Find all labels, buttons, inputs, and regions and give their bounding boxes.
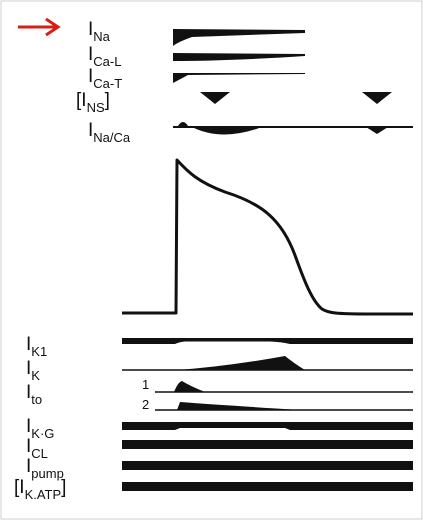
label-ito: Ito: [26, 382, 42, 407]
label-ipump: Ipump: [26, 456, 64, 481]
label-ina: INa: [88, 19, 111, 44]
trace-ica-t: [173, 73, 305, 83]
trace-icl: [122, 440, 413, 449]
trace-ica-l: [173, 53, 305, 61]
label-ikatp: [IK.ATP]: [14, 477, 66, 502]
label-ikg: IK·G: [26, 416, 54, 441]
label-ica-l: ICa-L: [88, 44, 121, 69]
trace-ito-1: [155, 381, 413, 393]
trace-ikatp: [122, 482, 413, 491]
label-ik1: IK1: [26, 334, 47, 359]
label-inaca: INa/Ca: [88, 120, 131, 145]
trace-ik: [122, 356, 413, 371]
trace-ins-left: [200, 92, 230, 104]
trace-ikg: [122, 422, 413, 430]
red-arrow-icon: [18, 17, 61, 37]
label-ins: [INS]: [76, 90, 110, 115]
label-ik: IK: [26, 358, 40, 383]
label-ica-t: ICa-T: [88, 66, 122, 91]
label-ito-component-1: 1: [142, 377, 149, 392]
trace-inaca: [173, 122, 413, 135]
trace-ina: [173, 29, 305, 46]
label-icl: ICL: [26, 436, 48, 461]
trace-ito-2: [155, 402, 413, 411]
trace-ik1: [122, 338, 413, 344]
label-ito-component-2: 2: [142, 397, 149, 412]
trace-ipump: [122, 461, 413, 470]
action-potential-trace: [122, 158, 413, 316]
trace-ins-right: [362, 92, 392, 104]
